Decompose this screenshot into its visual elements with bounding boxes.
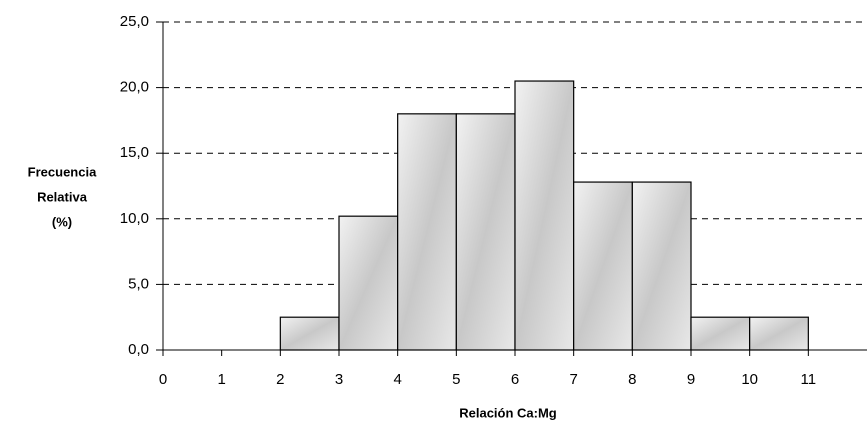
x-tick-label: 2 [276,371,284,388]
x-tick-label: 6 [511,371,519,388]
bar [338,215,399,351]
x-tick-label: 5 [452,371,460,388]
x-tick-label: 9 [687,371,695,388]
y-tick-label: 5,0 [128,275,149,292]
y-axis-label: Relativa [37,189,88,204]
x-tick-label: 11 [801,371,817,388]
x-tick-label: 8 [628,371,636,388]
bar [631,181,692,351]
bar [397,113,457,351]
bar [455,113,516,351]
x-tick-label: 1 [217,371,225,388]
y-tick-label: 10,0 [120,210,149,227]
bar [279,316,340,351]
y-tick-label: 0,0 [128,341,149,358]
y-axis-label: Frecuencia [28,164,97,179]
x-tick-label: 10 [741,371,758,388]
x-tick-label: 0 [159,371,167,388]
x-tick-label: 3 [335,371,343,388]
y-tick-label: 20,0 [120,79,149,96]
y-tick-label: 25,0 [120,13,149,30]
x-tick-label: 4 [393,371,401,388]
x-axis-label: Relación Ca:Mg [459,405,557,420]
bar [514,80,575,351]
x-tick-label: 7 [569,371,577,388]
bar [690,316,751,351]
y-tick-label: 15,0 [120,144,149,161]
y-axis-label: (%) [52,214,72,229]
bar [573,181,633,351]
bar [749,316,809,351]
